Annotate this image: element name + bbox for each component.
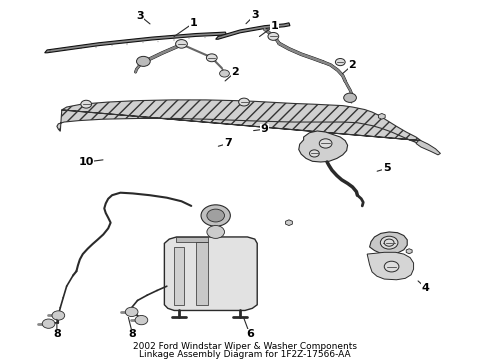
Circle shape — [239, 98, 249, 106]
Text: 4: 4 — [422, 283, 430, 293]
Circle shape — [343, 93, 356, 102]
Text: 2: 2 — [348, 60, 356, 70]
Circle shape — [52, 311, 65, 320]
Polygon shape — [378, 113, 385, 119]
Polygon shape — [216, 23, 290, 39]
Text: 7: 7 — [224, 139, 232, 148]
Text: 8: 8 — [129, 329, 137, 339]
Circle shape — [206, 54, 217, 62]
Text: 2: 2 — [231, 67, 239, 77]
Circle shape — [125, 307, 138, 316]
Polygon shape — [174, 247, 184, 305]
Circle shape — [42, 319, 55, 328]
Circle shape — [268, 32, 279, 40]
Text: 3: 3 — [136, 11, 144, 21]
Text: 6: 6 — [246, 329, 254, 339]
Polygon shape — [175, 237, 208, 242]
Text: 1: 1 — [190, 18, 197, 28]
Circle shape — [201, 205, 230, 226]
Text: 2002 Ford Windstar Wiper & Washer Components: 2002 Ford Windstar Wiper & Washer Compon… — [133, 342, 357, 351]
Circle shape — [81, 100, 92, 108]
Polygon shape — [406, 249, 412, 254]
Polygon shape — [299, 131, 347, 162]
Polygon shape — [196, 242, 208, 305]
Polygon shape — [57, 100, 421, 143]
Circle shape — [310, 150, 319, 157]
Circle shape — [135, 315, 148, 325]
Text: 3: 3 — [251, 10, 259, 20]
Polygon shape — [416, 141, 441, 155]
Circle shape — [319, 139, 332, 148]
Text: 5: 5 — [383, 163, 391, 174]
Circle shape — [175, 40, 187, 48]
Text: Linkage Assembly Diagram for 1F2Z-17566-AA: Linkage Assembly Diagram for 1F2Z-17566-… — [139, 350, 351, 359]
Polygon shape — [369, 232, 407, 254]
Polygon shape — [164, 237, 257, 310]
Circle shape — [207, 225, 224, 238]
Text: 8: 8 — [53, 329, 61, 339]
Polygon shape — [286, 220, 293, 225]
Circle shape — [335, 59, 345, 66]
Polygon shape — [367, 252, 414, 280]
Text: 9: 9 — [261, 124, 269, 134]
Circle shape — [384, 261, 399, 272]
Text: 1: 1 — [270, 21, 278, 31]
Text: 10: 10 — [78, 157, 94, 167]
Polygon shape — [45, 32, 226, 53]
Circle shape — [220, 70, 229, 77]
Circle shape — [207, 209, 224, 222]
Circle shape — [384, 239, 394, 246]
Circle shape — [137, 57, 150, 66]
Circle shape — [380, 236, 398, 249]
